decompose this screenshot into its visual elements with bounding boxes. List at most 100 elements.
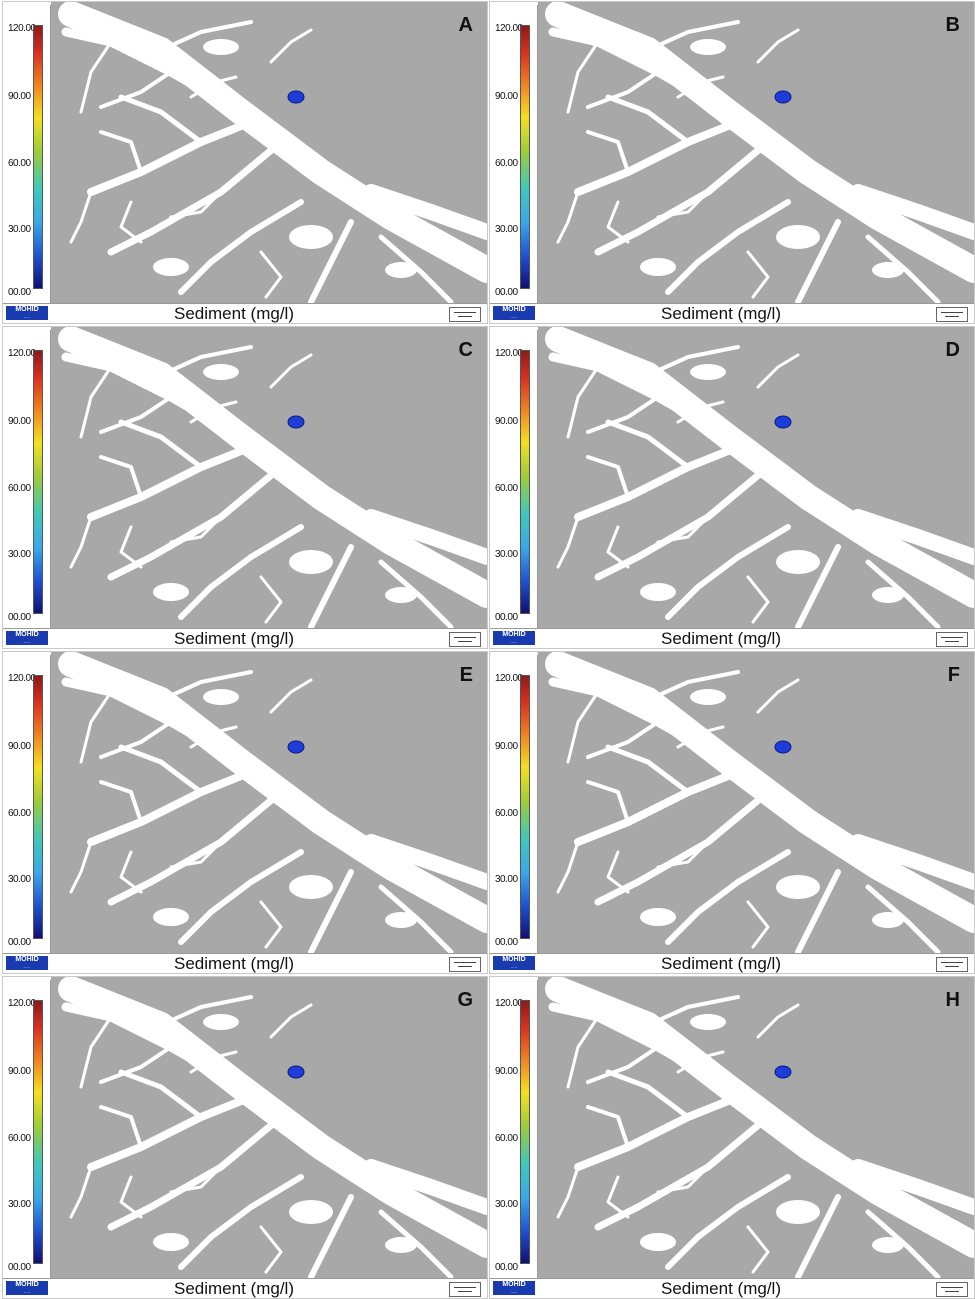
legend-tick: 00.00 [8, 287, 31, 298]
islands-water [640, 1014, 904, 1253]
channels [545, 2, 974, 304]
legend-tick: 120.00 [8, 998, 36, 1009]
map-panel-a: 120.00 90.00 60.00 30.00 00.00 [2, 1, 488, 324]
color-bar [520, 25, 530, 289]
estuary-map [538, 977, 974, 1279]
map-panel-c: 120.00 90.00 60.00 30.00 00.00 [2, 326, 488, 649]
color-legend: 120.00 90.00 60.00 30.00 00.00 [493, 330, 538, 628]
legend-tick: 120.00 [8, 23, 36, 34]
color-bar [520, 350, 530, 614]
legend-tick: 30.00 [8, 549, 31, 560]
estuary-map [51, 977, 487, 1279]
panel-footer: MOHID..... Sediment (mg/l) [490, 628, 974, 648]
estuary-map [51, 652, 487, 954]
color-legend: 120.00 90.00 60.00 30.00 00.00 [6, 5, 51, 303]
legend-tick: 120.00 [495, 23, 523, 34]
channels [545, 327, 974, 629]
estuary-map [51, 2, 487, 304]
legend-tick: 30.00 [8, 1199, 31, 1210]
legend-tick: 120.00 [8, 673, 36, 684]
panel-caption: Sediment (mg/l) [174, 304, 294, 323]
legend-tick: 60.00 [8, 158, 31, 169]
color-legend: 120.00 90.00 60.00 30.00 00.00 [493, 655, 538, 953]
map-panel-b: 120.00 90.00 60.00 30.00 00.00 [489, 1, 975, 324]
sediment-plume [774, 90, 792, 104]
panel-footer: MOHID..... Sediment (mg/l) [3, 303, 487, 323]
scale-box [936, 307, 968, 322]
legend-tick: 90.00 [8, 416, 31, 427]
channels [58, 652, 487, 954]
legend-tick: 90.00 [495, 91, 518, 102]
legend-tick: 30.00 [8, 224, 31, 235]
map-panel-g: 120.00 90.00 60.00 30.00 00.00 [2, 976, 488, 1299]
color-bar [520, 1000, 530, 1264]
mohid-logo: MOHID..... [493, 631, 535, 645]
color-bar [33, 25, 43, 289]
scale-box [449, 1282, 481, 1297]
estuary-map [51, 327, 487, 629]
panel-label: H [945, 989, 960, 1011]
estuary-map [538, 652, 974, 954]
scale-box [936, 632, 968, 647]
legend-tick: 90.00 [495, 1066, 518, 1077]
legend-tick: 90.00 [495, 741, 518, 752]
legend-tick: 60.00 [8, 808, 31, 819]
panel-caption: Sediment (mg/l) [661, 1279, 781, 1298]
panel-caption: Sediment (mg/l) [174, 629, 294, 648]
legend-tick: 00.00 [495, 937, 518, 948]
panel-footer: MOHID..... Sediment (mg/l) [490, 303, 974, 323]
legend-tick: 60.00 [8, 1133, 31, 1144]
legend-tick: 30.00 [8, 874, 31, 885]
sediment-plume [287, 1065, 305, 1079]
scale-box [449, 307, 481, 322]
legend-tick: 60.00 [495, 1133, 518, 1144]
panel-label: B [945, 14, 960, 36]
estuary-map [538, 2, 974, 304]
panel-caption: Sediment (mg/l) [661, 629, 781, 648]
color-bar [33, 1000, 43, 1264]
map-panel-e: 120.00 90.00 60.00 30.00 00.00 [2, 651, 488, 974]
panel-label: G [457, 989, 473, 1011]
islands-water [153, 364, 417, 603]
scale-box [936, 1282, 968, 1297]
panel-label: C [458, 339, 473, 361]
islands-water [153, 39, 417, 278]
legend-tick: 30.00 [495, 874, 518, 885]
mohid-logo: MOHID..... [493, 1281, 535, 1295]
panel-caption: Sediment (mg/l) [174, 1279, 294, 1298]
color-legend: 120.00 90.00 60.00 30.00 00.00 [493, 980, 538, 1278]
legend-tick: 00.00 [495, 1262, 518, 1273]
panel-label: E [459, 664, 473, 686]
legend-tick: 90.00 [8, 1066, 31, 1077]
channels [545, 977, 974, 1279]
sediment-plume [287, 90, 305, 104]
map-panel-d: 120.00 90.00 60.00 30.00 00.00 [489, 326, 975, 649]
panel-label: D [945, 339, 960, 361]
scale-box [449, 632, 481, 647]
mohid-logo: MOHID..... [6, 306, 48, 320]
color-bar [520, 675, 530, 939]
scale-box [936, 957, 968, 972]
panel-footer: MOHID..... Sediment (mg/l) [490, 1278, 974, 1298]
map-panel-h: 120.00 90.00 60.00 30.00 00.00 [489, 976, 975, 1299]
legend-tick: 00.00 [495, 612, 518, 623]
legend-tick: 120.00 [495, 673, 523, 684]
mohid-logo: MOHID..... [6, 1281, 48, 1295]
channels [58, 977, 487, 1279]
mohid-logo: MOHID..... [6, 956, 48, 970]
sediment-plume [287, 740, 305, 754]
legend-tick: 30.00 [495, 549, 518, 560]
channels [58, 2, 487, 304]
panel-caption: Sediment (mg/l) [661, 304, 781, 323]
color-legend: 120.00 90.00 60.00 30.00 00.00 [493, 5, 538, 303]
panel-footer: MOHID..... Sediment (mg/l) [3, 1278, 487, 1298]
legend-tick: 00.00 [8, 1262, 31, 1273]
islands-water [640, 364, 904, 603]
panel-footer: MOHID..... Sediment (mg/l) [3, 628, 487, 648]
scale-box [449, 957, 481, 972]
channels [58, 327, 487, 629]
legend-tick: 30.00 [495, 1199, 518, 1210]
panel-caption: Sediment (mg/l) [174, 954, 294, 973]
channels [545, 652, 974, 954]
